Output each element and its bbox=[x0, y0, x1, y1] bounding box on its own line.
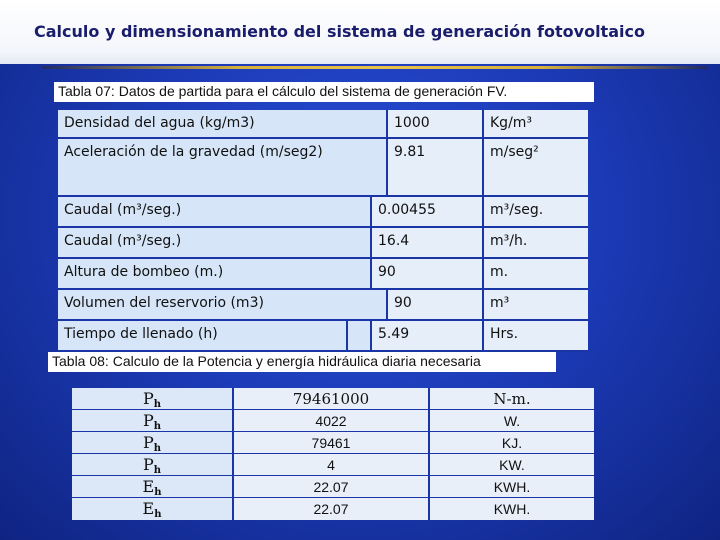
value-cell: 4022 bbox=[234, 410, 430, 431]
unit-cell: KWH. bbox=[430, 498, 594, 520]
symbol-cell: Ph bbox=[72, 454, 234, 476]
table-row: Aceleración de la gravedad (m/seg2) 9.81… bbox=[58, 139, 588, 197]
symbol: E bbox=[142, 499, 155, 518]
table08: Ph 79461000 N-m. Ph 4022 W. Ph 79461 KJ.… bbox=[72, 388, 594, 520]
row-value: 90 bbox=[372, 259, 484, 288]
value-cell: 79461 bbox=[234, 432, 430, 453]
symbol-subscript: h bbox=[153, 421, 162, 432]
table07-caption: Tabla 07: Datos de partida para el cálcu… bbox=[54, 82, 594, 102]
symbol-subscript: h bbox=[153, 443, 162, 454]
symbol: P bbox=[142, 411, 154, 430]
value-cell: 22.07 bbox=[234, 476, 430, 497]
value-cell: 22.07 bbox=[234, 498, 430, 520]
symbol-cell: Eh bbox=[72, 498, 234, 520]
symbol-cell: Eh bbox=[72, 476, 234, 498]
symbol: P bbox=[142, 389, 154, 408]
table-row: Ph 4022 W. bbox=[72, 410, 594, 432]
table-row: Tiempo de llenado (h) 5.49 Hrs. bbox=[58, 321, 588, 352]
table-row: Caudal (m³/seg.) 16.4 m³/h. bbox=[58, 228, 588, 259]
table-row: Ph 79461000 N-m. bbox=[72, 388, 594, 410]
row-value: 1000 bbox=[388, 110, 484, 137]
table-row: Densidad del agua (kg/m3) 1000 Kg/m³ bbox=[58, 110, 588, 139]
table-row: Volumen del reservorio (m3) 90 m³ bbox=[58, 290, 588, 321]
slide-title: Calculo y dimensionamiento del sistema d… bbox=[34, 22, 645, 41]
table07: Densidad del agua (kg/m3) 1000 Kg/m³ Ace… bbox=[58, 110, 588, 352]
row-label: Aceleración de la gravedad (m/seg2) bbox=[58, 139, 388, 195]
row-label: Altura de bombeo (m.) bbox=[58, 259, 372, 288]
unit-cell: KW. bbox=[430, 454, 594, 475]
row-unit: m³/h. bbox=[484, 228, 588, 257]
table-row: Eh 22.07 KWH. bbox=[72, 476, 594, 498]
title-band bbox=[0, 0, 720, 64]
table08-caption: Tabla 08: Calculo de la Potencia y energ… bbox=[48, 352, 556, 372]
symbol-subscript: h bbox=[154, 509, 162, 520]
table-row: Caudal (m³/seg.) 0.00455 m³/seg. bbox=[58, 197, 588, 228]
symbol-cell: Ph bbox=[72, 410, 234, 432]
unit-cell: KWH. bbox=[430, 476, 594, 497]
row-unit: Hrs. bbox=[484, 321, 588, 350]
symbol-cell: Ph bbox=[72, 388, 234, 410]
symbol-subscript: h bbox=[154, 487, 162, 498]
symbol: P bbox=[142, 455, 154, 474]
value-cell: 79461000 bbox=[234, 388, 430, 409]
row-unit: m³/seg. bbox=[484, 197, 588, 226]
unit-cell: KJ. bbox=[430, 432, 594, 453]
row-unit: m. bbox=[484, 259, 588, 288]
table-row: Altura de bombeo (m.) 90 m. bbox=[58, 259, 588, 290]
unit-cell: N-m. bbox=[430, 388, 594, 409]
row-value: 5.49 bbox=[372, 321, 484, 350]
row-value: 16.4 bbox=[372, 228, 484, 257]
symbol: E bbox=[142, 477, 155, 496]
row-label: Volumen del reservorio (m3) bbox=[58, 290, 388, 319]
symbol-subscript: h bbox=[153, 399, 162, 410]
row-value: 90 bbox=[388, 290, 484, 319]
row-value: 0.00455 bbox=[372, 197, 484, 226]
table-row: Eh 22.07 KWH. bbox=[72, 498, 594, 520]
row-unit: Kg/m³ bbox=[484, 110, 588, 137]
symbol: P bbox=[142, 433, 154, 452]
empty-cell bbox=[348, 321, 372, 350]
row-unit: m/seg² bbox=[484, 139, 588, 195]
table-row: Ph 79461 KJ. bbox=[72, 432, 594, 454]
row-label: Caudal (m³/seg.) bbox=[58, 197, 372, 226]
table-row: Ph 4 KW. bbox=[72, 454, 594, 476]
row-label: Caudal (m³/seg.) bbox=[58, 228, 372, 257]
unit-cell: W. bbox=[430, 410, 594, 431]
row-unit: m³ bbox=[484, 290, 588, 319]
row-label: Densidad del agua (kg/m3) bbox=[58, 110, 388, 137]
symbol-subscript: h bbox=[153, 465, 162, 476]
row-label: Tiempo de llenado (h) bbox=[58, 321, 348, 350]
title-divider bbox=[42, 66, 707, 69]
value-cell: 4 bbox=[234, 454, 430, 475]
row-value: 9.81 bbox=[388, 139, 484, 195]
symbol-cell: Ph bbox=[72, 432, 234, 454]
